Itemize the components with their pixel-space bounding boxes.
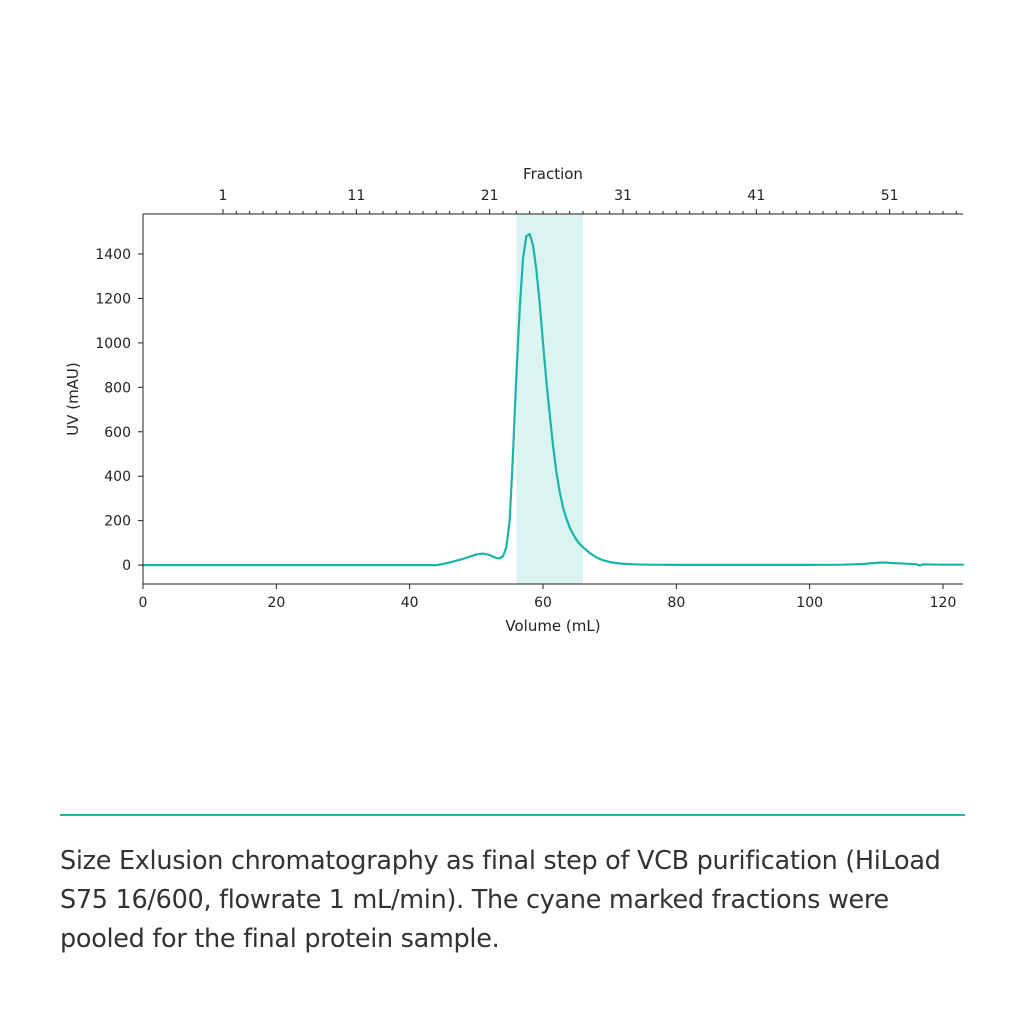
fraction-tick-label: 41	[747, 188, 765, 204]
fraction-tick-label: 11	[347, 188, 365, 204]
fraction-axis-title: Fraction	[523, 165, 583, 183]
x-tick-label: 80	[667, 595, 685, 611]
fraction-tick-label: 31	[614, 188, 632, 204]
x-tick-label: 100	[796, 595, 823, 611]
x-tick-label: 20	[267, 595, 285, 611]
x-tick-label: 120	[930, 595, 957, 611]
y-tick-label: 200	[104, 514, 131, 530]
y-tick-label: 800	[104, 380, 131, 396]
fraction-tick-label: 1	[219, 188, 228, 204]
y-tick-label: 1000	[95, 336, 131, 352]
pooled-fractions-band	[516, 214, 583, 584]
y-tick-label: 1400	[95, 247, 131, 263]
fraction-tick-label: 51	[881, 188, 899, 204]
uv-trace-line	[141, 232, 965, 567]
y-axis-title: UV (mAU)	[64, 362, 82, 436]
x-tick-label: 0	[139, 595, 148, 611]
y-tick-label: 1200	[95, 291, 131, 307]
sec-chromatogram-chart: 0 20 40 60 80 100 1200200400600800100012001400…	[64, 165, 965, 635]
x-axis-title: Volume (mL)	[505, 617, 600, 635]
y-tick-label: 0	[122, 558, 131, 574]
y-tick-label: 400	[104, 469, 131, 485]
fraction-tick-label: 21	[481, 188, 499, 204]
x-tick-label: 60	[534, 595, 552, 611]
y-tick-label: 600	[104, 425, 131, 441]
figure-caption: Size Exlusion chromatography as final st…	[60, 846, 941, 954]
caption-divider	[60, 814, 965, 816]
x-tick-label: 40	[401, 595, 419, 611]
